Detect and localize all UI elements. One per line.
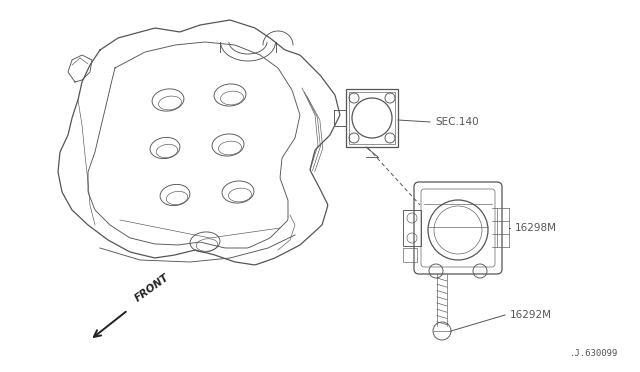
Bar (346, 89, 398, 147)
Text: .J.630099: .J.630099 (570, 349, 618, 358)
Text: 16298M: 16298M (515, 223, 557, 233)
Text: FRONT: FRONT (133, 273, 171, 304)
Bar (403, 210, 421, 246)
Bar (403, 248, 417, 262)
Text: 16292M: 16292M (510, 310, 552, 320)
Bar (349, 92, 395, 144)
Text: SEC.140: SEC.140 (435, 117, 479, 127)
